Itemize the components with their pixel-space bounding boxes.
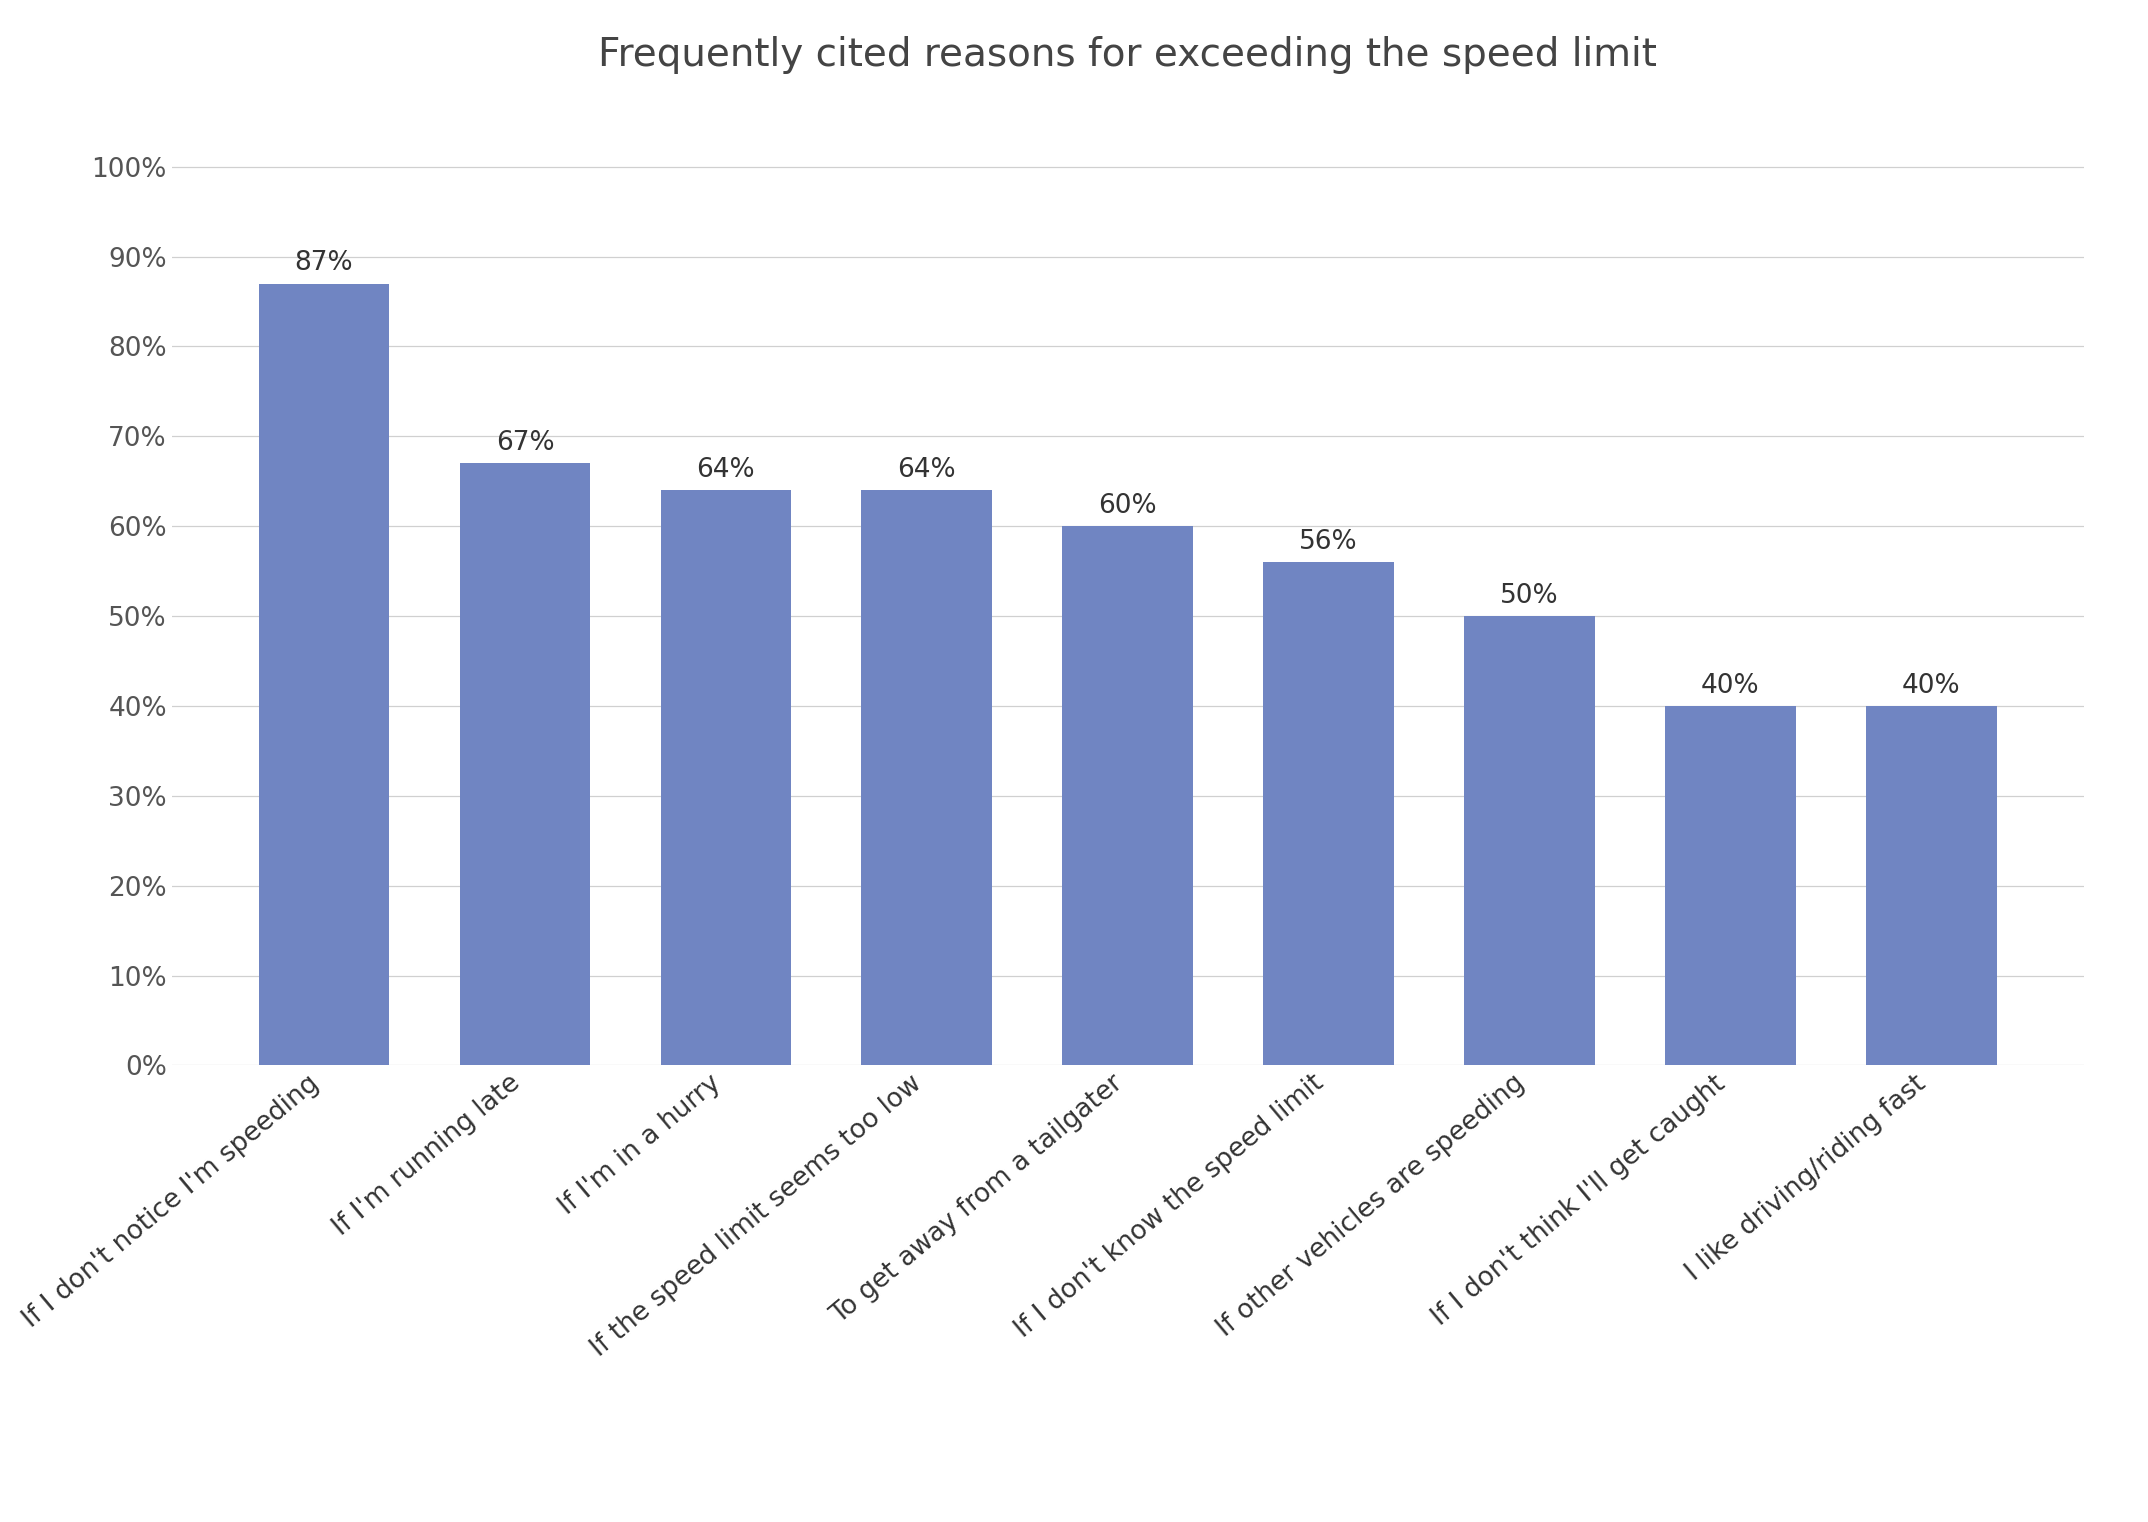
Bar (1263, 562, 1394, 1065)
Text: 87%: 87% (294, 250, 354, 277)
Bar (1063, 527, 1192, 1065)
Text: 67%: 67% (496, 431, 554, 457)
Bar (460, 463, 591, 1065)
Text: 40%: 40% (1901, 673, 1961, 699)
Text: 64%: 64% (696, 457, 756, 482)
Title: Frequently cited reasons for exceeding the speed limit: Frequently cited reasons for exceeding t… (599, 37, 1656, 75)
Bar (861, 490, 992, 1065)
Text: 60%: 60% (1098, 493, 1158, 519)
Bar (1665, 706, 1796, 1065)
Text: 50%: 50% (1499, 583, 1559, 609)
Text: 64%: 64% (898, 457, 956, 482)
Bar (258, 283, 389, 1065)
Bar (1465, 616, 1594, 1065)
Bar (662, 490, 790, 1065)
Text: 56%: 56% (1300, 530, 1358, 556)
Text: 40%: 40% (1701, 673, 1759, 699)
Bar (1867, 706, 1998, 1065)
